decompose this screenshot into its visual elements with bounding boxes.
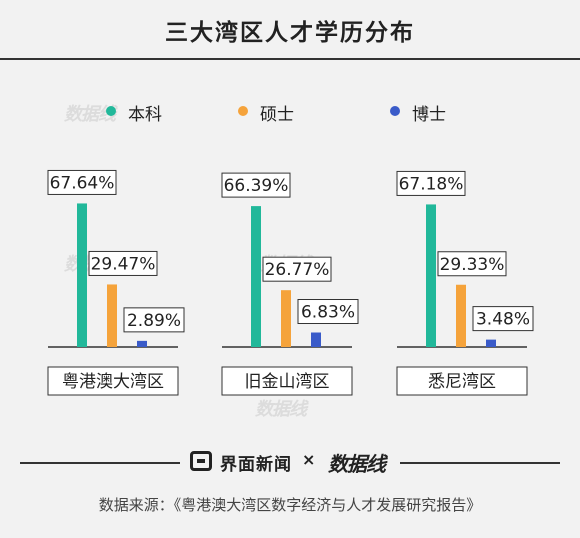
bar — [251, 206, 261, 347]
legend-swatch — [106, 106, 116, 116]
data-label: 2.89% — [127, 311, 181, 331]
data-label-box — [88, 250, 158, 276]
category-label-box — [47, 366, 179, 396]
data-label-box — [437, 251, 507, 277]
bar — [486, 339, 496, 347]
data-label: 66.39% — [224, 176, 289, 196]
data-label-box — [262, 256, 332, 282]
bar-chart: 67.64% 29.47% 2.89% 粤港澳大湾区 66.39% 26.77% 6.83%… — [47, 169, 534, 396]
legend-label: 硕士 — [260, 105, 294, 125]
data-label-box — [123, 307, 185, 333]
legend-label: 本科 — [128, 105, 162, 125]
watermark: 数据线 — [255, 399, 307, 420]
legend-swatch — [238, 106, 248, 116]
data-label-box — [297, 299, 359, 325]
data-wire-logo: 数据线 — [328, 452, 386, 476]
category-label-box — [396, 366, 528, 396]
bar — [426, 204, 436, 347]
data-label-box — [47, 169, 117, 195]
data-label: 29.47% — [91, 254, 156, 274]
footer-divider-right — [400, 462, 560, 464]
bar — [77, 203, 87, 347]
category-label: 悉尼湾区 — [428, 372, 496, 392]
chart-legend: 本科 硕士 博士 — [0, 100, 580, 125]
category-label: 旧金山湾区 — [245, 372, 330, 392]
data-label-box — [472, 306, 534, 332]
chart-title: 三大湾区人才学历分布 — [165, 20, 415, 46]
data-label: 67.18% — [399, 174, 464, 194]
bar — [311, 332, 321, 347]
legend-swatch — [390, 106, 400, 116]
bar — [456, 284, 466, 347]
watermark: 数据线 — [64, 104, 116, 125]
footer-divider-left — [20, 462, 180, 464]
data-label-box — [396, 170, 466, 196]
data-label: 26.77% — [265, 260, 330, 280]
data-label: 3.48% — [476, 310, 530, 330]
data-source: 数据来源：《粤港澳大湾区数字经济与人才发展研究报告》 — [98, 496, 482, 514]
bar — [137, 340, 147, 347]
legend-label: 博士 — [412, 105, 446, 125]
brand-logo-icon — [190, 451, 212, 471]
data-label: 29.33% — [440, 255, 505, 275]
brand-separator: × — [302, 450, 316, 469]
category-label: 粤港澳大湾区 — [62, 372, 164, 392]
data-label: 67.64% — [50, 173, 115, 193]
category-label-box — [221, 366, 353, 396]
bar — [107, 284, 117, 347]
data-label: 6.83% — [301, 303, 355, 323]
title-bar: 三大湾区人才学历分布 — [0, 0, 580, 60]
bar — [281, 290, 291, 347]
data-label-box — [221, 172, 291, 198]
brand-name: 界面新闻 — [220, 455, 292, 475]
